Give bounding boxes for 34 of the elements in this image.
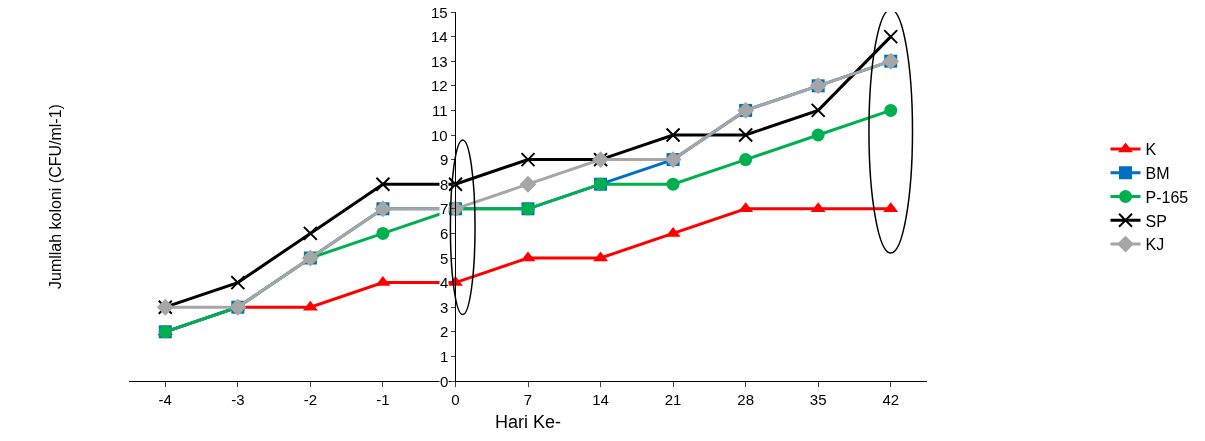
x-tick-label: -3 bbox=[231, 391, 245, 408]
y-tick-label: 2 bbox=[440, 323, 449, 340]
x-tick-label: 21 bbox=[664, 391, 682, 408]
y-tick-label: 3 bbox=[440, 299, 449, 316]
legend-label: P-165 bbox=[1145, 188, 1189, 206]
x-tick-label: 7 bbox=[523, 391, 533, 408]
y-tick-label: 15 bbox=[431, 4, 448, 21]
x-tick-label: 35 bbox=[809, 391, 827, 408]
y-tick-label: 8 bbox=[440, 176, 449, 193]
y-tick-label: 6 bbox=[440, 225, 449, 242]
x-tick-label: -2 bbox=[303, 391, 318, 408]
y-tick-label: 12 bbox=[431, 77, 448, 94]
y-tick-label: 5 bbox=[440, 250, 449, 267]
y-tick-label: 9 bbox=[440, 151, 449, 168]
y-tick-label: 4 bbox=[440, 274, 449, 291]
y-tick-label: 11 bbox=[432, 102, 448, 119]
legend-label: SP bbox=[1145, 212, 1167, 230]
x-tick-label: -1 bbox=[376, 391, 390, 408]
y-tick-label: 1 bbox=[440, 348, 449, 365]
legend-label: BM bbox=[1145, 164, 1170, 182]
y-tick-label: 14 bbox=[431, 28, 448, 45]
x-tick-label: 28 bbox=[737, 391, 754, 408]
y-tick-label: 13 bbox=[431, 53, 448, 70]
x-tick-label: 42 bbox=[882, 391, 900, 408]
y-tick-label: 7 bbox=[440, 200, 449, 217]
x-tick-label: 14 bbox=[592, 391, 609, 408]
y-axis-title: Jumllah koloni (CFU/ml-1) bbox=[47, 104, 64, 289]
y-tick-label: 0 bbox=[440, 373, 449, 390]
legend-label: K bbox=[1145, 141, 1157, 159]
legend-label: KJ bbox=[1145, 236, 1165, 254]
x-tick-label: 0 bbox=[451, 391, 460, 408]
x-tick-label: -4 bbox=[158, 391, 172, 408]
y-tick-label: 10 bbox=[431, 127, 448, 144]
x-axis-title: Hari Ke- bbox=[494, 412, 562, 433]
